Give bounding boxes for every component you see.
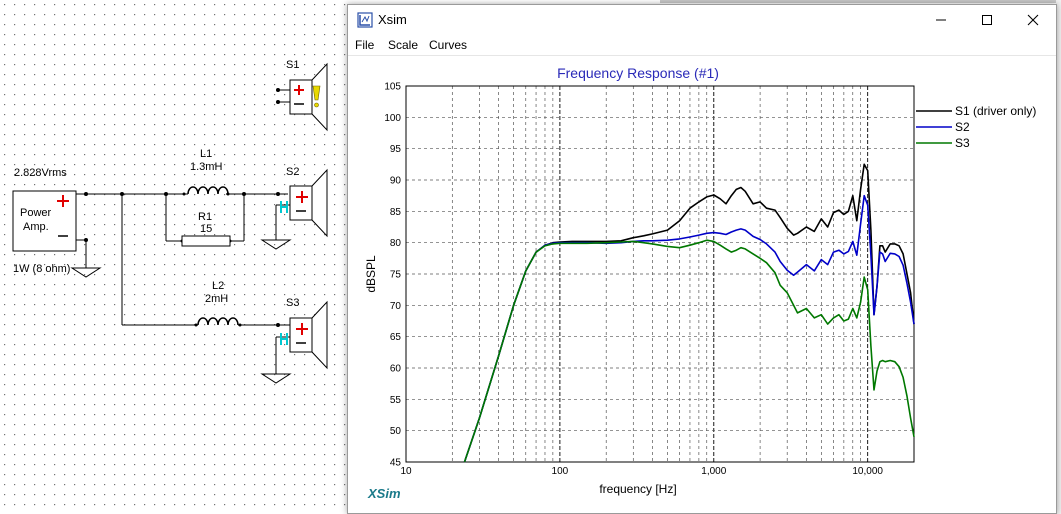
speaker-s1[interactable]: S1 xyxy=(286,59,328,132)
menu-file[interactable]: File xyxy=(355,38,375,52)
xsim-watermark: XSim xyxy=(367,486,401,501)
y-tick-label: 70 xyxy=(390,301,402,312)
series-lines xyxy=(463,163,915,463)
y-tick-label: 90 xyxy=(390,176,402,187)
y-tick-label: 60 xyxy=(390,364,402,375)
y-tick-label: 65 xyxy=(390,332,402,343)
window-title: Xsim xyxy=(378,12,407,27)
x-axis-ticks: 10 100 1,000 10,000 xyxy=(400,466,883,477)
xsim-app-icon xyxy=(357,12,373,28)
y-tick-label: 95 xyxy=(390,144,402,155)
x-axis-label: frequency [Hz] xyxy=(599,482,676,496)
y-tick-label: 75 xyxy=(390,270,402,281)
legend-label-s2: S2 xyxy=(955,120,970,134)
y-tick-label: 80 xyxy=(390,238,402,249)
title-bar[interactable]: Xsim xyxy=(348,5,1056,35)
inductor-l2[interactable]: L2 2mH xyxy=(197,280,239,326)
speaker-s2-label: S2 xyxy=(286,166,299,178)
resistor-r1[interactable]: R1 15 xyxy=(181,211,231,247)
r1-name: R1 xyxy=(198,211,212,223)
series-line-s1 xyxy=(463,163,915,463)
y-tick-label: 100 xyxy=(384,113,401,124)
y-tick-label: 45 xyxy=(390,458,402,469)
series-line-s3 xyxy=(463,239,915,463)
legend-label-s1: S1 (driver only) xyxy=(955,104,1036,118)
wires xyxy=(76,89,290,374)
x-tick-label: 10,000 xyxy=(852,466,883,477)
source-power-label: 1W (8 ohm) xyxy=(13,263,70,275)
ground-icon xyxy=(70,239,292,384)
speaker-s3[interactable]: S3 xyxy=(280,297,328,370)
l1-value: 1.3mH xyxy=(190,161,222,173)
warning-icon xyxy=(312,85,321,108)
background-window-edge xyxy=(1056,0,1061,514)
plus-icon xyxy=(57,195,69,207)
polarity-h-icon xyxy=(280,201,288,213)
plot-frame xyxy=(405,85,915,463)
y-tick-label: 50 xyxy=(390,426,402,437)
l1-name: L1 xyxy=(200,148,212,160)
frequency-response-chart[interactable]: Frequency Response (#1) 45 50 55 60 65 70 75 80… xyxy=(348,56,1056,512)
y-axis-label: dBSPL xyxy=(364,255,378,293)
source-voltage-label: 2.828Vrms xyxy=(14,167,67,179)
inductor-l1[interactable]: L1 1.3mH xyxy=(187,148,229,195)
menu-curves[interactable]: Curves xyxy=(429,38,468,52)
minimize-button[interactable] xyxy=(918,5,964,35)
chart-legend[interactable]: S1 (driver only) S2 S3 xyxy=(916,104,1036,150)
maximize-button[interactable] xyxy=(964,5,1010,35)
polarity-h-icon xyxy=(280,333,288,345)
speaker-s1-label: S1 xyxy=(286,59,299,71)
close-button[interactable] xyxy=(1010,5,1056,35)
l2-name: L2 xyxy=(212,280,224,292)
power-amp[interactable]: 2.828Vrms Power Amp. 1W (8 ohm) xyxy=(12,167,77,275)
x-tick-label: 100 xyxy=(552,466,569,477)
speaker-s2[interactable]: S2 xyxy=(280,166,328,238)
y-tick-label: 105 xyxy=(384,82,401,93)
menu-scale[interactable]: Scale xyxy=(388,38,419,52)
legend-label-s3: S3 xyxy=(955,136,970,150)
y-tick-label: 85 xyxy=(390,207,402,218)
chart-title: Frequency Response (#1) xyxy=(557,65,719,81)
r1-value: 15 xyxy=(200,223,212,235)
y-tick-label: 55 xyxy=(390,395,402,406)
l2-value: 2mH xyxy=(205,293,228,305)
junction-dots xyxy=(84,88,280,327)
x-tick-label: 10 xyxy=(400,466,412,477)
power-amp-label-1: Power xyxy=(20,207,52,219)
x-tick-label: 1,000 xyxy=(701,466,726,477)
speaker-s3-label: S3 xyxy=(286,297,299,309)
menu-bar: File Scale Curves xyxy=(348,35,1056,56)
chart-grid xyxy=(406,86,914,462)
xsim-window[interactable]: Xsim File Scale Curves Frequency Respons… xyxy=(347,4,1057,514)
minimize-icon xyxy=(936,19,946,21)
y-axis-ticks: 45 50 55 60 65 70 75 80 85 90 95 100 105 xyxy=(384,82,401,469)
series-line-s2 xyxy=(463,194,915,463)
power-amp-label-2: Amp. xyxy=(23,221,49,233)
close-icon xyxy=(1027,14,1039,26)
maximize-icon xyxy=(982,15,992,25)
